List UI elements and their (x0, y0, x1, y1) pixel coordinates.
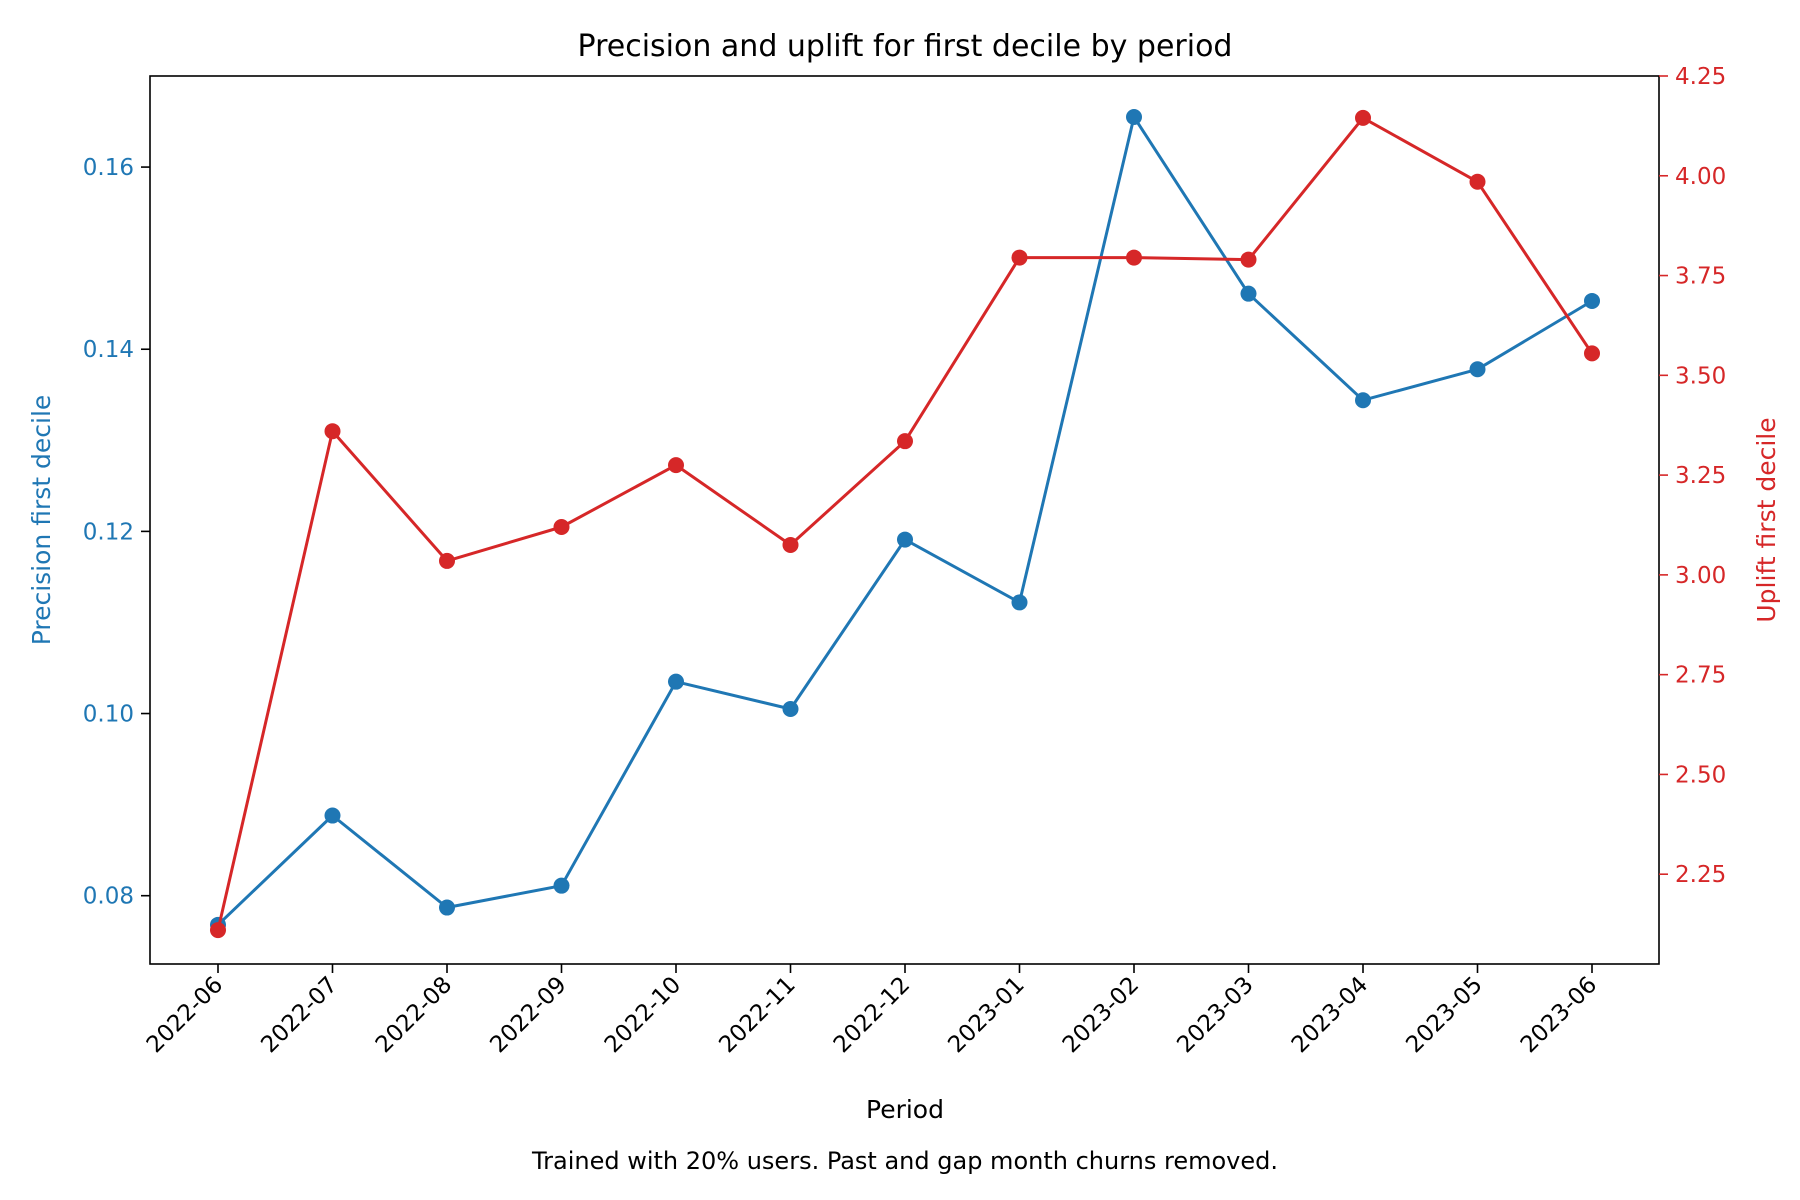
right-y-tick-label: 2.50 (1675, 762, 1726, 788)
uplift-point (1469, 173, 1486, 190)
precision-point (1469, 361, 1486, 378)
precision-point (668, 673, 684, 690)
x-axis-label: Period (866, 1095, 944, 1124)
x-tick-label: 2023-04 (1287, 972, 1373, 1058)
x-tick-label: 2022-11 (714, 972, 800, 1058)
uplift-point (1011, 249, 1028, 266)
precision-point (324, 807, 341, 824)
right-y-tick-label: 3.25 (1675, 463, 1726, 489)
uplift-point (1584, 345, 1600, 362)
right-y-tick-label: 3.75 (1675, 264, 1726, 290)
right-y-tick-label: 2.75 (1675, 663, 1726, 689)
uplift-point (1126, 249, 1142, 266)
chart-title: Precision and uplift for first decile by… (578, 29, 1233, 64)
series-layer (210, 108, 1600, 939)
left-y-tick-label: 0.08 (83, 884, 134, 910)
x-tick-label: 2023-06 (1516, 972, 1602, 1058)
precision-series-line (216, 115, 1593, 926)
precision-point (553, 877, 570, 894)
uplift-point (553, 518, 570, 535)
x-tick-label: 2022-06 (142, 972, 228, 1058)
right-y-tick-label: 4.25 (1675, 64, 1726, 90)
x-tick-label: 2022-09 (485, 972, 571, 1058)
uplift-point (782, 536, 799, 553)
precision-point (1355, 392, 1371, 409)
x-tick-label: 2022-08 (371, 972, 457, 1058)
left-y-tick-label: 0.10 (83, 702, 134, 728)
left-y-tick-label: 0.14 (83, 337, 134, 363)
uplift-point (1355, 109, 1371, 126)
precision-point (782, 700, 799, 717)
precision-point (1584, 292, 1600, 309)
x-tick-label: 2022-12 (829, 972, 915, 1058)
x-tick-label: 2023-03 (1172, 972, 1258, 1058)
right-y-tick-label: 3.50 (1675, 363, 1726, 389)
right-y-tick-label: 3.00 (1675, 563, 1726, 589)
right-y-tick-label: 2.25 (1675, 862, 1726, 888)
left-y-tick-label: 0.16 (83, 155, 134, 181)
uplift-point (897, 433, 913, 450)
right-y-axis: 2.25 2.50 2.75 3.00 3.25 3.50 3.75 4.00 4.25 (1659, 64, 1726, 888)
uplift-point (324, 423, 341, 440)
x-tick-label: 2023-05 (1401, 972, 1487, 1058)
left-y-axis-label: Precision first decile (27, 395, 56, 646)
precision-point (1240, 285, 1257, 302)
uplift-point (668, 457, 684, 474)
uplift-point (1240, 251, 1257, 268)
x-tick-label: 2022-07 (256, 972, 342, 1058)
left-y-tick-label: 0.12 (83, 519, 134, 545)
uplift-point (439, 552, 455, 569)
x-tick-label: 2023-02 (1058, 972, 1144, 1058)
uplift-series-line (216, 116, 1594, 931)
chart-caption: Trained with 20% users. Past and gap mon… (531, 1147, 1278, 1175)
precision-point (439, 899, 455, 916)
uplift-point (210, 922, 226, 939)
right-y-tick-label: 4.00 (1675, 164, 1726, 190)
x-tick-label: 2023-01 (943, 972, 1029, 1058)
precision-point (1011, 594, 1028, 611)
precision-point (897, 531, 913, 548)
x-axis: 2022-06 2022-07 2022-08 2022-09 2022-10 2022-… (142, 964, 1602, 1058)
x-tick-label: 2022-10 (600, 972, 686, 1058)
plot-area (149, 75, 1660, 965)
right-y-axis-label: Uplift first decile (1752, 417, 1781, 622)
precision-point (1126, 108, 1142, 125)
left-y-axis: 0.08 0.10 0.12 0.14 0.16 (83, 155, 150, 910)
